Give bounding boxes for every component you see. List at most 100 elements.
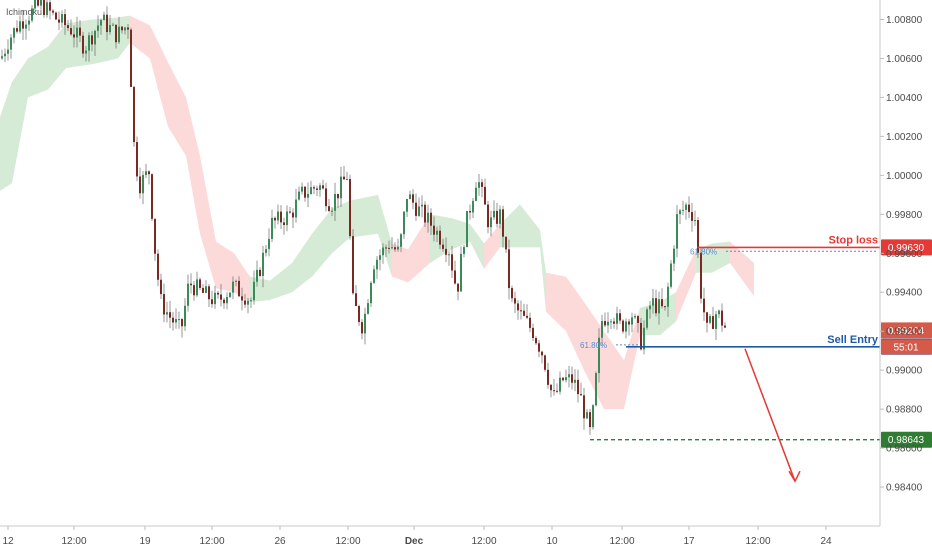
- candle-body: [334, 193, 336, 211]
- candle-body: [154, 218, 156, 254]
- candle-body: [64, 14, 66, 26]
- cloud-segment: [312, 208, 332, 277]
- candle-body: [400, 234, 402, 247]
- candle-body: [58, 19, 60, 23]
- candle-body: [718, 310, 720, 315]
- candle-body: [490, 217, 492, 228]
- candle-body: [10, 37, 12, 50]
- candle-body: [172, 317, 174, 323]
- candle-body: [472, 200, 474, 213]
- candle-body: [283, 222, 285, 226]
- candle-body: [292, 212, 294, 218]
- candle-body: [550, 384, 552, 391]
- candle-body: [703, 298, 705, 313]
- candle-body: [370, 282, 372, 304]
- candle-body: [625, 321, 627, 332]
- cloud-segment: [712, 241, 730, 273]
- cloud-segment: [130, 15, 150, 59]
- cloud-segment: [216, 241, 234, 293]
- candle-body: [244, 300, 246, 305]
- candle-body: [202, 287, 204, 293]
- candle-body: [364, 313, 366, 334]
- candle-body: [97, 25, 99, 31]
- candle-body: [598, 337, 600, 374]
- candle-body: [493, 210, 495, 218]
- candle-body: [580, 394, 582, 396]
- candle-body: [286, 211, 288, 226]
- candle-body: [76, 27, 78, 38]
- candle-body: [88, 35, 90, 51]
- candle-body: [514, 298, 516, 304]
- candle-body: [31, 8, 33, 21]
- candle-body: [709, 316, 711, 323]
- candle-body: [439, 230, 441, 245]
- candle-body: [319, 185, 321, 190]
- candle-body: [67, 25, 69, 29]
- cloud-segment: [12, 58, 28, 184]
- candle-body: [646, 309, 648, 328]
- candle-body: [544, 355, 546, 370]
- time-tick-label: 12:00: [745, 536, 770, 547]
- candle-body: [49, 2, 51, 11]
- candle-body: [502, 209, 504, 237]
- candle-body: [151, 174, 153, 219]
- candle-body: [52, 10, 54, 13]
- cloud-segment: [292, 233, 312, 293]
- candle-body: [289, 211, 291, 213]
- candle-body: [667, 286, 669, 307]
- candle-body: [184, 305, 186, 327]
- candle-body: [262, 252, 264, 276]
- candle-body: [634, 316, 636, 318]
- cloud-segment: [28, 46, 48, 98]
- candle-body: [658, 299, 660, 314]
- candle-body: [445, 248, 447, 255]
- candle-body: [511, 288, 513, 299]
- candle-body: [547, 369, 549, 385]
- candle-body: [661, 299, 663, 307]
- candle-body: [223, 299, 225, 304]
- candle-body: [556, 390, 558, 392]
- candle-body: [85, 50, 87, 54]
- sell-entry-label: Sell Entry: [827, 334, 879, 346]
- candle-body: [1, 56, 3, 59]
- candle-body: [454, 270, 456, 284]
- candle-body: [715, 314, 717, 329]
- candle-body: [349, 179, 351, 237]
- candle-body: [46, 2, 48, 16]
- price-tick-label: 0.99400: [886, 288, 923, 299]
- candle-body: [139, 176, 141, 194]
- price-tick-label: 0.99800: [886, 210, 923, 221]
- candle-body: [427, 212, 429, 223]
- candle-body: [391, 247, 393, 249]
- candle-body: [133, 86, 135, 143]
- cloud-segment: [500, 204, 520, 248]
- candle-body: [358, 306, 360, 323]
- candle-body: [337, 193, 339, 199]
- candle-body: [463, 247, 465, 254]
- candle-body: [22, 21, 24, 29]
- candle-body: [415, 202, 417, 216]
- price-tick-label: 0.98400: [886, 483, 923, 494]
- candle-body: [649, 305, 651, 310]
- time-tick-label: 12:00: [335, 536, 360, 547]
- candle-body: [631, 317, 633, 325]
- price-tick-label: 0.98800: [886, 405, 923, 416]
- candle-body: [163, 294, 165, 315]
- cloud-segment: [470, 224, 484, 269]
- cloud-segment: [484, 224, 500, 269]
- cloud-segment: [604, 331, 624, 410]
- candle-body: [82, 35, 84, 54]
- candle-body: [583, 395, 585, 419]
- candle-body: [241, 296, 243, 301]
- cloud-segment: [546, 272, 566, 332]
- candle-body: [271, 217, 273, 239]
- candle-body: [499, 209, 501, 224]
- candle-body: [577, 379, 579, 395]
- candle-body: [451, 254, 453, 271]
- candle-body: [142, 174, 144, 194]
- candle-body: [274, 217, 276, 221]
- candle-body: [115, 24, 117, 43]
- candle-body: [643, 327, 645, 350]
